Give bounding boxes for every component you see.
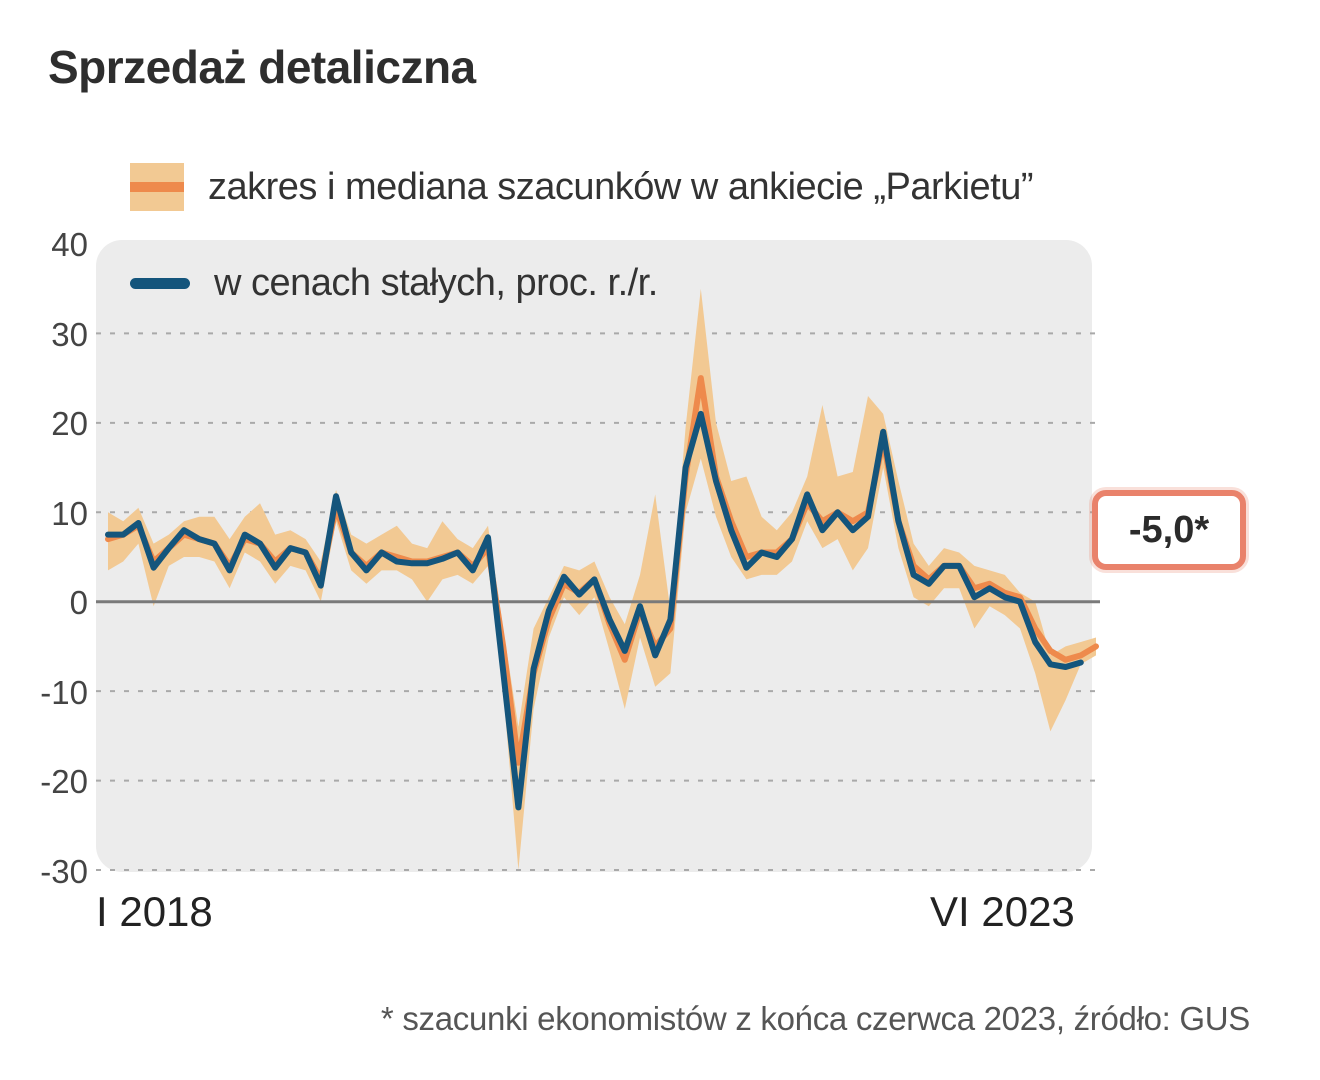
actual-line-swatch xyxy=(130,277,190,289)
y-tick-label: 10 xyxy=(51,495,88,532)
footnote: * szacunki ekonomistów z końca czerwca 2… xyxy=(380,1000,1250,1037)
legend-label-estimates: zakres i mediana szacunków w ankiecie „P… xyxy=(208,165,1034,208)
y-tick-label: 20 xyxy=(51,405,88,442)
forecast-callout: -5,0* xyxy=(1092,490,1246,570)
actual-line xyxy=(105,410,1084,811)
x-label-start: I 2018 xyxy=(96,888,213,935)
legend-label-actual: w cenach stałych, proc. r./r. xyxy=(214,261,658,304)
y-tick-label: -30 xyxy=(40,853,88,890)
plot-background xyxy=(96,240,1092,872)
forecast-callout-value: -5,0* xyxy=(1128,508,1210,551)
y-tick-label: 40 xyxy=(51,226,88,263)
x-label-end: VI 2023 xyxy=(930,888,1075,935)
estimate-band-swatch xyxy=(130,163,184,211)
legend-item-actual: w cenach stałych, proc. r./r. xyxy=(130,258,658,308)
y-tick-label: -20 xyxy=(40,763,88,800)
chart-title: Sprzedaż detaliczna xyxy=(48,41,476,93)
y-tick-label: 0 xyxy=(69,584,88,621)
y-tick-label: -10 xyxy=(40,674,88,711)
y-tick-label: 30 xyxy=(51,316,88,353)
legend-item-estimates: zakres i mediana szacunków w ankiecie „P… xyxy=(130,162,1034,212)
